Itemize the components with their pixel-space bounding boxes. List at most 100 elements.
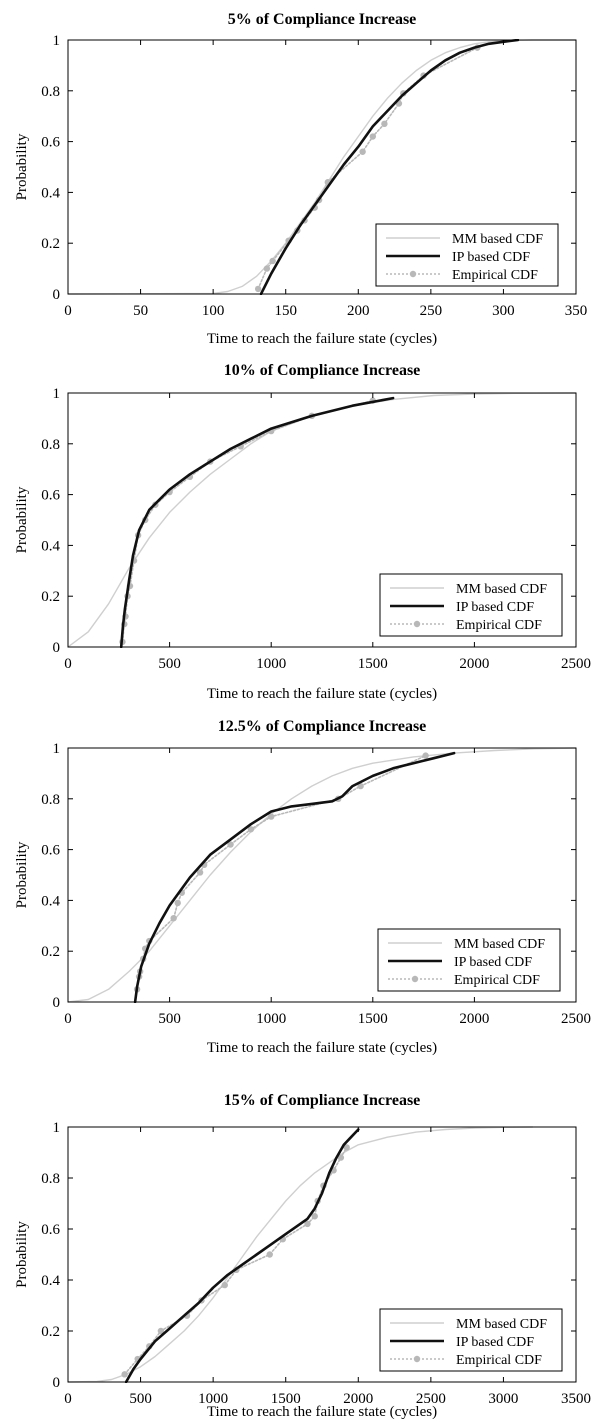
chart-title: 15% of Compliance Increase — [224, 1092, 421, 1109]
y-tick-label: 1 — [53, 741, 61, 757]
empirical-point — [170, 914, 177, 922]
empirical-point — [247, 826, 255, 833]
legend-entry-label: MM based CDF — [454, 937, 545, 952]
chart-title: 5% of Compliance Increase — [228, 11, 417, 28]
chart-panel-2: 10% of Compliance Increase 0 500 1000 1500 20… — [14, 362, 591, 702]
y-tick-label: 1 — [53, 386, 61, 402]
x-tick-label: 1500 — [271, 1391, 301, 1407]
y-tick-label: 0.8 — [41, 437, 60, 453]
legend: MM based CDF IP based CDF Empirical CDF — [375, 223, 559, 287]
y-tick-label: 0 — [53, 287, 61, 303]
series-line-mm-based-cdf — [68, 392, 576, 648]
empirical-point — [304, 1220, 311, 1228]
empirical-point — [196, 869, 204, 876]
x-tick-label: 1000 — [256, 656, 286, 672]
x-tick-label: 100 — [202, 303, 225, 319]
x-tick-label: 2000 — [343, 1391, 373, 1407]
empirical-point — [174, 899, 181, 907]
series-group — [68, 392, 576, 648]
x-tick-label: 500 — [129, 1391, 152, 1407]
y-tick-label: 0.6 — [41, 843, 60, 859]
legend: MM based CDF IP based CDF Empirical CDF — [377, 928, 561, 992]
legend-marker — [411, 975, 419, 983]
y-tick-label: 0.2 — [41, 944, 60, 960]
y-tick-label: 0.4 — [41, 185, 60, 201]
legend-entry-label: IP based CDF — [456, 600, 534, 615]
x-tick-label: 1000 — [198, 1391, 228, 1407]
legend-marker — [413, 1355, 421, 1363]
legend: MM based CDF IP based CDF Empirical CDF — [379, 1308, 563, 1372]
legend-entry-label: Empirical CDF — [452, 268, 538, 283]
y-tick-label: 0.8 — [41, 792, 60, 808]
legend-entry-label: Empirical CDF — [454, 973, 540, 988]
x-axis-label: Time to reach the failure state (cycles) — [207, 686, 437, 702]
y-axis-label: Probability — [14, 841, 30, 908]
x-tick-label: 3000 — [488, 1391, 518, 1407]
empirical-point — [221, 1281, 228, 1289]
y-tick-label: 0 — [53, 640, 61, 656]
plot-frame — [67, 747, 577, 1003]
empirical-point — [357, 782, 364, 790]
series-line-ip-based-cdf — [124, 1128, 360, 1383]
x-tick-label: 0 — [64, 656, 72, 672]
legend-marker — [413, 620, 421, 628]
empirical-point — [369, 133, 376, 140]
plot-frame — [67, 39, 577, 295]
x-tick-label: 250 — [420, 303, 443, 319]
empirical-point — [343, 1144, 350, 1151]
legend-entry-label: MM based CDF — [452, 232, 543, 247]
x-tick-label: 50 — [133, 303, 148, 319]
empirical-point — [268, 813, 275, 820]
series-line-ip-based-cdf — [119, 396, 395, 648]
x-tick-label: 150 — [274, 303, 297, 319]
y-tick-label: 0.6 — [41, 135, 60, 151]
empirical-point — [337, 1154, 345, 1161]
chart-title: 10% of Compliance Increase — [224, 362, 421, 379]
legend-entry-label: MM based CDF — [456, 1317, 547, 1332]
y-axis-label: Probability — [14, 133, 30, 200]
x-axis-label: Time to reach the failure state (cycles) — [207, 1040, 437, 1056]
legend-entry-label: IP based CDF — [452, 250, 530, 265]
chart-panel-4: 15% of Compliance Increase 0 500 1000 1500 20… — [14, 1092, 591, 1420]
x-axis-label: Time to reach the failure state (cycles) — [207, 1404, 437, 1420]
x-tick-label: 0 — [64, 1391, 72, 1407]
series-group — [68, 747, 576, 1003]
series-group — [68, 39, 576, 295]
empirical-point — [381, 120, 388, 128]
series-line-ip-based-cdf — [259, 39, 520, 295]
y-tick-label: 0.6 — [41, 1222, 60, 1238]
x-tick-label: 2000 — [459, 656, 489, 672]
legend-entry-label: IP based CDF — [456, 1335, 534, 1350]
empirical-point — [422, 752, 429, 759]
y-tick-label: 0.2 — [41, 236, 60, 252]
empirical-point — [263, 265, 271, 272]
y-tick-label: 0.4 — [41, 893, 60, 909]
x-tick-label: 0 — [64, 1011, 72, 1027]
legend-entry-label: Empirical CDF — [456, 1353, 542, 1368]
x-tick-label: 2000 — [459, 1011, 489, 1027]
plot-frame — [67, 1126, 577, 1383]
y-tick-label: 0.6 — [41, 488, 60, 504]
y-tick-label: 0.2 — [41, 1324, 60, 1340]
x-tick-label: 1000 — [256, 1011, 286, 1027]
x-tick-label: 1500 — [358, 656, 388, 672]
empirical-point — [254, 285, 262, 293]
x-tick-label: 2500 — [416, 1391, 446, 1407]
series-line-ip-based-cdf — [133, 751, 456, 1003]
empirical-point — [359, 148, 366, 155]
x-tick-label: 2500 — [561, 656, 591, 672]
x-tick-label: 500 — [158, 1011, 181, 1027]
plot-frame — [67, 392, 577, 648]
series-line-mm-based-cdf — [68, 39, 576, 295]
y-axis-label: Probability — [14, 486, 30, 553]
x-tick-label: 0 — [64, 303, 72, 319]
chart-title: 12.5% of Compliance Increase — [218, 718, 427, 735]
y-tick-label: 0 — [53, 1375, 61, 1391]
x-tick-label: 2500 — [561, 1011, 591, 1027]
chart-panel-3: 12.5% of Compliance Increase 0 500 1000 1500… — [14, 718, 591, 1056]
empirical-point — [311, 1213, 318, 1220]
x-tick-label: 300 — [492, 303, 515, 319]
empirical-point — [269, 257, 276, 265]
empirical-point — [266, 1251, 273, 1258]
